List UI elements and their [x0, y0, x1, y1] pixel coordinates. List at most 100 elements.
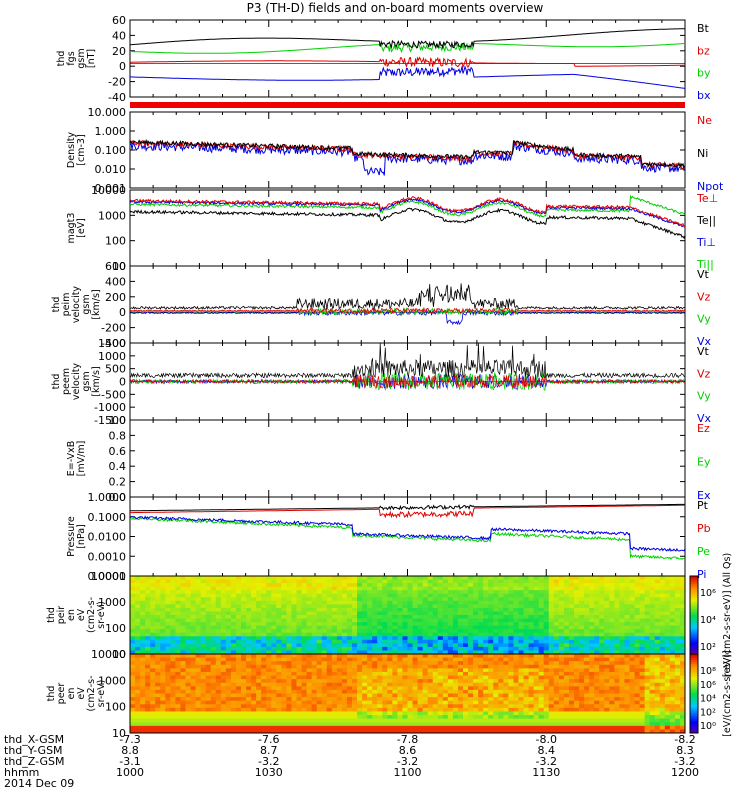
spectrogram-cell: [568, 650, 575, 655]
spectrogram-cell: [387, 622, 393, 627]
spectrogram-cell: [135, 682, 141, 687]
spectrogram-cell: [604, 639, 610, 644]
spectrogram-cell: [392, 607, 398, 612]
spectrogram-cell: [266, 611, 272, 616]
spectrogram-cell: [538, 643, 545, 648]
spectrogram-cell: [452, 722, 459, 727]
spectrogram-cell: [241, 725, 247, 730]
spectrogram-cell: [382, 579, 388, 584]
spectrogram-cell: [483, 629, 489, 634]
spectrogram-cell: [185, 625, 191, 630]
spectrogram-cell: [513, 615, 519, 619]
y-axis-label-line: fgs: [66, 51, 77, 65]
spectrogram-cell: [377, 664, 383, 669]
spectrogram-cell: [170, 579, 176, 584]
spectrogram-cell: [568, 607, 575, 612]
spectrogram-cell: [235, 668, 242, 673]
spectrogram-cell: [296, 650, 302, 655]
spectrogram-cell: [427, 579, 434, 584]
spectrogram-cell: [442, 689, 449, 694]
spectrogram-cell: [372, 586, 378, 591]
spectrogram-cell: [387, 643, 393, 648]
spectrogram-cell: [301, 618, 307, 623]
spectrogram-cell: [150, 615, 156, 619]
spectrogram-cell: [246, 579, 252, 584]
spectrogram-cell: [478, 715, 484, 720]
spectrogram-cell: [170, 689, 176, 694]
spectrogram-cell: [195, 664, 202, 669]
spectrogram-cell: [185, 576, 191, 580]
spectrogram-cell: [518, 646, 524, 651]
spectrogram-cell: [377, 618, 383, 623]
spectrogram-cell: [271, 650, 277, 655]
spectrogram-cell: [528, 625, 535, 630]
spectrogram-cell: [463, 725, 469, 730]
spectrogram-cell: [286, 718, 292, 723]
spectrogram-cell: [281, 675, 287, 680]
spectrogram-cell: [377, 711, 383, 716]
spectrogram-cell: [205, 579, 212, 584]
spectrogram-cell: [417, 597, 424, 602]
spectrogram-cell: [392, 654, 398, 658]
spectrogram-cell: [195, 693, 202, 698]
spectrogram-cell: [442, 668, 449, 673]
spectrogram-cell: [649, 590, 656, 595]
spectrogram-cell: [584, 650, 590, 655]
spectrogram-cell: [256, 576, 262, 580]
spectrogram-cell: [473, 657, 479, 662]
spectrogram-cell: [346, 725, 353, 730]
spectrogram-cell: [382, 686, 388, 691]
spectrogram-cell: [599, 643, 605, 648]
spectrogram-cell: [452, 611, 459, 616]
spectrogram-cell: [493, 679, 499, 684]
spectrogram-cell: [135, 671, 141, 676]
spectrogram-cell: [266, 679, 272, 684]
spectrogram-cell: [377, 679, 383, 684]
spectrogram-cell: [503, 639, 509, 644]
spectrogram-cell: [473, 729, 479, 734]
legend-ey: Ey: [697, 456, 711, 469]
spectrogram-cell: [180, 579, 186, 584]
y-tick-label: 100: [105, 701, 126, 714]
spectrogram-cell: [402, 671, 408, 676]
spectrogram-cell: [523, 697, 529, 702]
spectrogram-cell: [281, 654, 287, 658]
spectrogram-cell: [447, 618, 454, 623]
spectrogram-cell: [488, 636, 494, 641]
spectrogram-cell: [488, 622, 494, 627]
spectrogram-cell: [230, 697, 237, 702]
spectrogram-cell: [175, 593, 181, 598]
spectrogram-cell: [246, 615, 252, 619]
spectrogram-cell: [563, 632, 570, 637]
spectrogram-cell: [407, 593, 413, 598]
spectrogram-cell: [210, 700, 217, 705]
spectrogram-cell: [548, 583, 555, 588]
spectrogram-cell: [437, 715, 444, 720]
spectrogram-cell: [528, 650, 535, 655]
spectrogram-cell: [528, 618, 535, 623]
spectrogram-cell: [402, 668, 408, 673]
spectrogram-cell: [619, 600, 625, 605]
spectrogram-cell: [412, 625, 418, 630]
spectrogram-cell: [397, 586, 403, 591]
spectrogram-cell: [145, 686, 151, 691]
spectrogram-cell: [508, 682, 514, 687]
spectrogram-cell: [296, 586, 302, 591]
spectrogram-cell: [674, 586, 681, 591]
spectrogram-cell: [407, 718, 413, 723]
spectrogram-cell: [241, 579, 247, 584]
spectrogram-cell: [235, 643, 242, 648]
spectrogram-cell: [463, 668, 469, 673]
spectrogram-cell: [190, 693, 196, 698]
spectrogram-cell: [215, 711, 222, 716]
spectrogram-cell: [336, 664, 343, 669]
spectrogram-cell: [548, 643, 555, 648]
spectrogram-cell: [160, 675, 166, 680]
spectrogram-cell: [246, 646, 252, 651]
spectrogram-cell: [538, 700, 545, 705]
spectrogram-cell: [402, 697, 408, 702]
spectrogram-cell: [488, 607, 494, 612]
spectrogram-cell: [200, 639, 207, 644]
spectrogram-cell: [402, 586, 408, 591]
spectrogram-cell: [311, 693, 318, 698]
